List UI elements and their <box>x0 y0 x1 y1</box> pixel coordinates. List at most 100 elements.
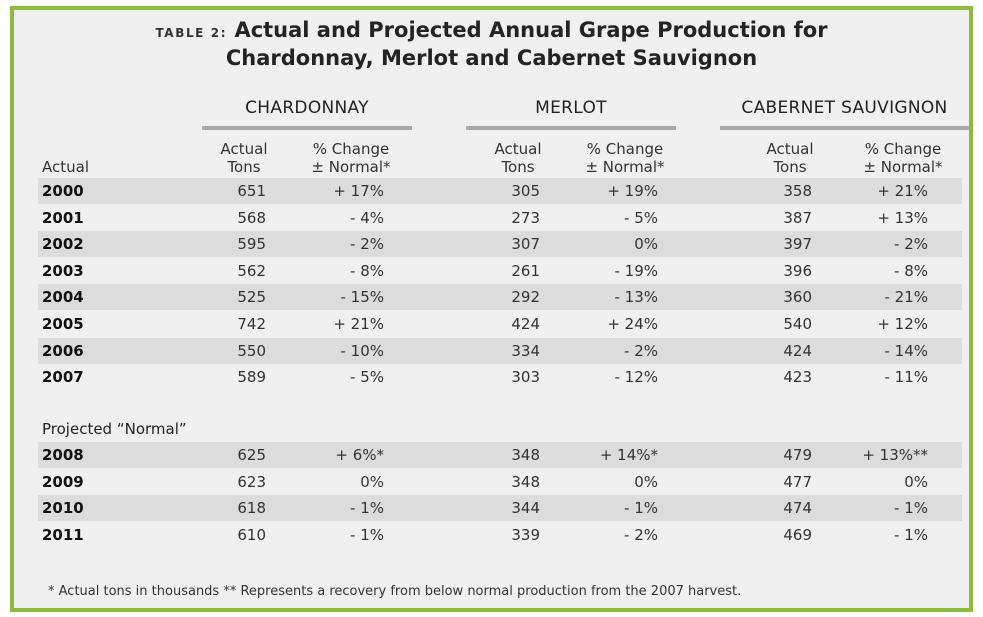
cell-m-pct: + 14%* <box>599 446 658 464</box>
cell-m-tons: 303 <box>511 368 540 387</box>
cell-cs-pct: + 13%** <box>862 446 928 464</box>
cell-m-pct: - 13% <box>614 288 658 307</box>
cell-m-tons: 334 <box>511 341 540 360</box>
cell-cs-pct: - 21% <box>884 288 928 307</box>
cell-c-tons: 595 <box>237 235 266 254</box>
cell-cs-pct: + 12% <box>877 315 928 333</box>
cell-m-pct: - 1% <box>624 499 658 518</box>
cell-m-pct: 0% <box>634 235 658 254</box>
cell-cs-pct: - 1% <box>894 499 928 518</box>
cell-m-tons: 344 <box>511 499 540 518</box>
cell-c-tons: 610 <box>237 525 266 544</box>
table-row: 2006 550 - 10% 334 - 2% 424 - 14% <box>38 337 962 364</box>
cell-cs-pct: 0% <box>904 472 928 491</box>
table-row: 2008 625 + 6%* 348 + 14%* 479 + 13%** <box>38 442 962 468</box>
cell-m-pct: - 19% <box>614 261 658 280</box>
projected-section-label: Projected “Normal” <box>42 420 187 438</box>
cell-cs-pct: - 11% <box>884 368 928 387</box>
cell-c-tons: 568 <box>237 208 266 227</box>
cell-c-pct: - 4% <box>350 208 384 227</box>
cell-c-pct: - 1% <box>350 499 384 518</box>
cell-c-tons: 525 <box>237 288 266 307</box>
cell-c-pct: - 2% <box>350 235 384 254</box>
footnote: * Actual tons in thousands ** Represents… <box>48 584 742 599</box>
cell-c-pct: + 6%* <box>335 446 384 464</box>
cell-year: 2006 <box>42 341 84 360</box>
cell-cs-pct: + 21% <box>877 182 928 200</box>
group-header-cabernet: CABERNET SAUVIGNON <box>720 98 969 130</box>
cell-year: 2002 <box>42 235 84 254</box>
cell-m-tons: 424 <box>511 315 540 333</box>
cell-m-tons: 292 <box>511 288 540 307</box>
cell-c-pct: - 10% <box>340 341 384 360</box>
cell-cs-tons: 358 <box>783 182 812 200</box>
table-row: 2009 623 0% 348 0% 477 0% <box>38 469 962 495</box>
cell-year: 2007 <box>42 368 84 387</box>
table-row: 2007 589 - 5% 303 - 12% 423 - 11% <box>38 364 962 390</box>
cell-c-pct: - 5% <box>350 368 384 387</box>
cell-year: 2001 <box>42 208 84 227</box>
cell-cs-tons: 474 <box>783 499 812 518</box>
cell-c-tons: 623 <box>237 472 266 491</box>
cell-cs-tons: 424 <box>783 341 812 360</box>
table-frame: TABLE 2: Actual and Projected Annual Gra… <box>10 6 973 612</box>
cell-m-pct: - 2% <box>624 525 658 544</box>
table-title: TABLE 2: Actual and Projected Annual Gra… <box>14 18 969 71</box>
cell-c-tons: 651 <box>237 182 266 200</box>
cell-c-pct: - 15% <box>340 288 384 307</box>
cell-year: 2004 <box>42 288 84 307</box>
table-row: 2010 618 - 1% 344 - 1% 474 - 1% <box>38 495 962 522</box>
cell-year: 2010 <box>42 499 84 518</box>
cell-cs-tons: 397 <box>783 235 812 254</box>
cell-cs-pct: - 14% <box>884 341 928 360</box>
cell-year: 2005 <box>42 315 84 333</box>
table-row: 2002 595 - 2% 307 0% 397 - 2% <box>38 231 962 258</box>
cell-cs-tons: 479 <box>783 446 812 464</box>
cell-m-tons: 348 <box>511 446 540 464</box>
table-row: 2005 742 + 21% 424 + 24% 540 + 12% <box>38 311 962 337</box>
cell-cs-tons: 469 <box>783 525 812 544</box>
cell-cs-pct: - 2% <box>894 235 928 254</box>
cell-cs-pct: - 8% <box>894 261 928 280</box>
cell-c-pct: - 1% <box>350 525 384 544</box>
cell-year: 2003 <box>42 261 84 280</box>
cell-m-pct: - 12% <box>614 368 658 387</box>
table-row: 2003 562 - 8% 261 - 19% 396 - 8% <box>38 258 962 284</box>
group-header-merlot: MERLOT <box>466 98 676 130</box>
title-line-1: Actual and Projected Annual Grape Produc… <box>234 18 828 42</box>
cell-cs-tons: 360 <box>783 288 812 307</box>
merlot-pct-header: % Change ± Normal* <box>585 140 665 176</box>
group-header-chardonnay: CHARDONNAY <box>202 98 412 130</box>
cell-m-pct: + 24% <box>607 315 658 333</box>
cell-c-tons: 742 <box>237 315 266 333</box>
cell-m-tons: 348 <box>511 472 540 491</box>
cell-cs-tons: 387 <box>783 208 812 227</box>
cell-year: 2000 <box>42 182 84 200</box>
table-row: 2000 651 + 17% 305 + 19% 358 + 21% <box>38 178 962 204</box>
title-line-2: Chardonnay, Merlot and Cabernet Sauvigno… <box>225 46 758 70</box>
cell-c-tons: 618 <box>237 499 266 518</box>
cabernet-tons-header: Actual Tons <box>766 140 814 176</box>
cell-m-pct: - 5% <box>624 208 658 227</box>
cell-c-tons: 550 <box>237 341 266 360</box>
cell-year: 2009 <box>42 472 84 491</box>
cell-cs-pct: + 13% <box>877 208 928 227</box>
cell-c-pct: - 8% <box>350 261 384 280</box>
cell-c-pct: + 21% <box>333 315 384 333</box>
cabernet-pct-header: % Change ± Normal* <box>863 140 943 176</box>
cell-m-pct: - 2% <box>624 341 658 360</box>
chardonnay-pct-header: % Change ± Normal* <box>311 140 391 176</box>
cell-m-tons: 339 <box>511 525 540 544</box>
table-row: 2004 525 - 15% 292 - 13% 360 - 21% <box>38 284 962 311</box>
cell-c-tons: 625 <box>237 446 266 464</box>
cell-cs-tons: 396 <box>783 261 812 280</box>
cell-m-pct: 0% <box>634 472 658 491</box>
cell-cs-tons: 477 <box>783 472 812 491</box>
cell-cs-pct: - 1% <box>894 525 928 544</box>
table-row: 2011 610 - 1% 339 - 2% 469 - 1% <box>38 522 962 548</box>
cell-c-pct: 0% <box>360 472 384 491</box>
table-number: TABLE 2: <box>155 26 228 40</box>
cell-year: 2008 <box>42 446 84 464</box>
cell-m-tons: 261 <box>511 261 540 280</box>
chardonnay-tons-header: Actual Tons <box>220 140 268 176</box>
